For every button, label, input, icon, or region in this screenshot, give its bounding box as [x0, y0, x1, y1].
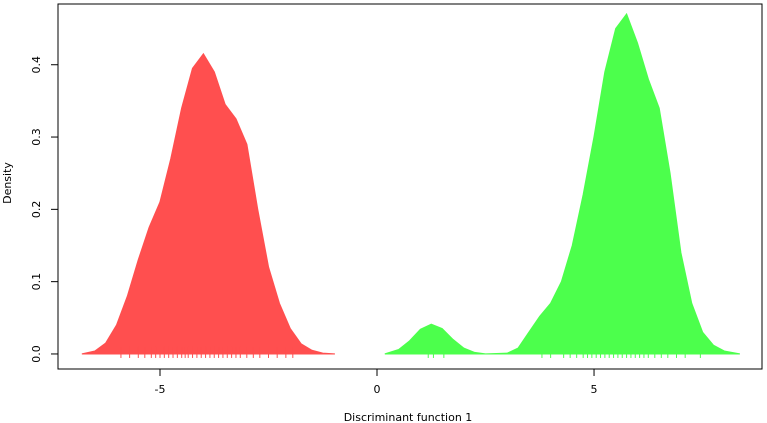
plot-box [57, 3, 763, 370]
x-axis-title: Discriminant function 1 [344, 411, 473, 423]
x-tick-label: 0 [374, 383, 381, 396]
x-tick-label: -5 [155, 383, 166, 396]
y-axis-title: Density [1, 162, 14, 204]
density-area [81, 52, 335, 355]
y-tick-label: 0.2 [30, 201, 43, 219]
y-tick-label: 0.3 [30, 128, 43, 146]
y-tick-label: 0.1 [30, 273, 43, 291]
y-tick-label: 0.4 [30, 56, 43, 74]
y-tick-label: 0.0 [30, 345, 43, 363]
density-area [384, 12, 740, 355]
x-tick-label: 5 [591, 383, 598, 396]
